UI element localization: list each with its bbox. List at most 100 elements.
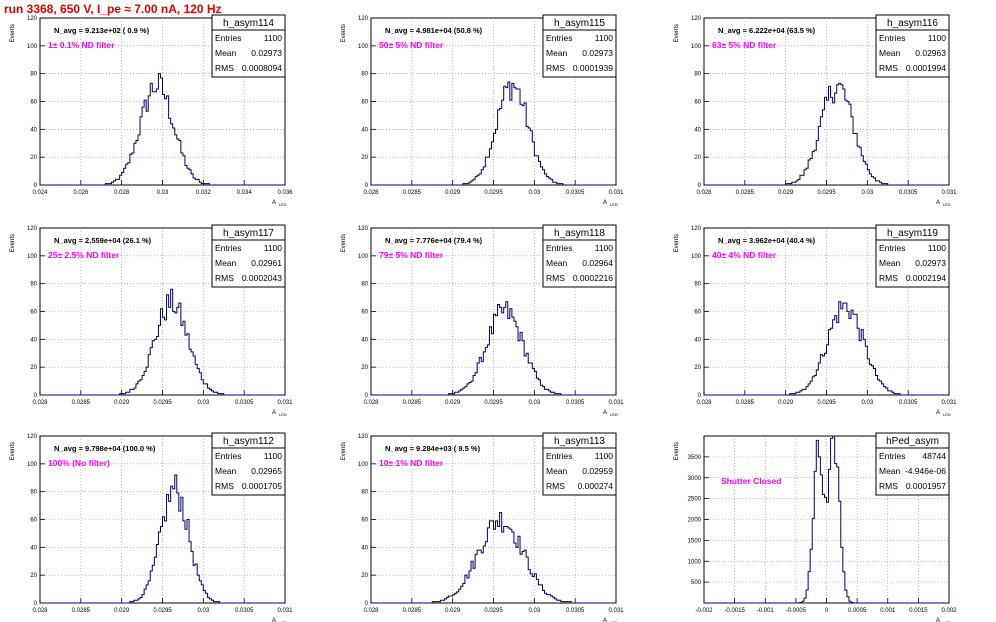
histogram-line xyxy=(40,474,285,604)
y-tick-label: 120 xyxy=(358,16,369,22)
filter-label: 10± 1% ND filter xyxy=(379,458,444,468)
histogram-line xyxy=(704,82,949,186)
y-tick-label: 120 xyxy=(691,16,702,22)
y-tick-label: 60 xyxy=(694,100,701,106)
stat-label-rms: RMS xyxy=(215,63,234,73)
x-tick-label: 0.0285 xyxy=(403,190,422,196)
y-tick-label: 100 xyxy=(358,254,369,260)
y-tick-label: 20 xyxy=(694,365,701,371)
x-tick-label: 0.0305 xyxy=(235,400,254,406)
stat-label-entries: Entries xyxy=(546,33,572,43)
x-tick-label: 0.034 xyxy=(237,190,253,196)
y-tick-label: 40 xyxy=(30,545,37,551)
stat-value-mean: 0.02965 xyxy=(251,466,282,476)
x-axis-label-sub: LED xyxy=(279,620,287,622)
y-axis-label: Events xyxy=(10,442,16,460)
x-tick-label: 0.0295 xyxy=(484,400,503,406)
filter-label: 50± 5% ND filter xyxy=(379,40,444,50)
histogram-panel-h_asym117: 0.028 0.0285 0.029 0.0295 0.03 0.0305 0.031 0 20… xyxy=(10,224,293,417)
y-axis-label: Events xyxy=(10,234,16,252)
x-tick-label: 0.03 xyxy=(157,190,169,196)
x-tick-label: 0.0285 xyxy=(72,400,91,406)
stat-label-mean: Mean xyxy=(215,466,237,476)
histogram-name: hPed_asym xyxy=(886,436,939,447)
histogram-line xyxy=(40,73,285,186)
stat-value-mean: 0.02961 xyxy=(251,258,282,268)
histogram-line xyxy=(371,81,616,186)
y-tick-label: 0 xyxy=(698,183,702,189)
navg-text: N_avg = 6.222e+04 (63.5 %) xyxy=(718,26,816,35)
histogram-panel-hPed_asym: -0.002 -0.0015 -0.001 -0.0005 0 0.0005 0.001 0.… xyxy=(674,432,957,622)
y-tick-label: 0 xyxy=(365,601,369,607)
y-tick-label: 120 xyxy=(691,226,702,232)
x-tick-label: 0.0285 xyxy=(72,608,91,614)
stat-label-mean: Mean xyxy=(546,466,568,476)
histogram-name: h_asym113 xyxy=(554,436,605,447)
y-tick-label: 120 xyxy=(358,434,369,440)
x-tick-label: 0.029 xyxy=(445,400,461,406)
x-tick-label: 0.002 xyxy=(941,608,957,614)
filter-label: 1± 0.1% ND filter xyxy=(48,40,115,50)
stats-box xyxy=(211,432,286,496)
stat-label-entries: Entries xyxy=(879,451,905,461)
filter-label: 40± 4% ND filter xyxy=(712,250,777,260)
navg-text: N_avg = 3.962e+04 (40.4 %) xyxy=(718,236,816,245)
histogram-name: h_asym115 xyxy=(554,18,605,29)
x-tick-label: 0.0285 xyxy=(736,190,755,196)
histogram-name: h_asym119 xyxy=(887,228,938,239)
y-tick-label: 100 xyxy=(27,254,38,260)
x-tick-label: 0.029 xyxy=(114,400,130,406)
stat-label-entries: Entries xyxy=(215,451,241,461)
y-tick-label: 100 xyxy=(27,44,38,50)
x-tick-label: 0.028 xyxy=(363,400,379,406)
y-tick-label: 60 xyxy=(361,518,368,524)
stat-value-rms: 0.0001705 xyxy=(242,481,282,491)
stats-box xyxy=(211,224,286,288)
stat-label-rms: RMS xyxy=(879,481,898,491)
stats-box xyxy=(542,224,617,288)
page-title: run 3368, 650 V, I_pe ≈ 7.00 nA, 120 Hz xyxy=(4,2,222,16)
y-axis-label: Events xyxy=(674,24,680,42)
y-tick-label: 80 xyxy=(30,72,37,78)
navg-text: N_avg = 9.798e+04 (100.0 %) xyxy=(54,444,156,453)
x-tick-label: 0.029 xyxy=(114,608,130,614)
stat-value-rms: 0.0001939 xyxy=(573,63,613,73)
y-tick-label: 2500 xyxy=(688,497,702,503)
y-tick-label: 40 xyxy=(30,127,37,133)
stat-label-rms: RMS xyxy=(215,273,234,283)
x-axis-label: A xyxy=(272,200,276,206)
x-tick-label: 0.0005 xyxy=(848,608,867,614)
x-tick-label: -0.0015 xyxy=(724,608,745,614)
x-tick-label: 0.0305 xyxy=(566,608,585,614)
stat-label-entries: Entries xyxy=(215,243,241,253)
stat-label-mean: Mean xyxy=(215,258,237,268)
stat-value-entries: 1100 xyxy=(264,33,283,43)
y-tick-label: 20 xyxy=(361,155,368,161)
stats-box xyxy=(875,432,950,496)
y-tick-label: 120 xyxy=(27,226,38,232)
x-tick-label: 0.032 xyxy=(196,190,212,196)
stat-value-entries: 48744 xyxy=(922,451,946,461)
navg-text: N_avg = 2.559e+04 (26.1 %) xyxy=(54,236,152,245)
x-tick-label: 0.0295 xyxy=(153,608,172,614)
stat-value-mean: 0.02963 xyxy=(915,48,946,58)
filter-label: 25± 2.5% ND filter xyxy=(48,250,120,260)
stat-value-rms: 0.0002194 xyxy=(906,273,946,283)
histogram-line xyxy=(371,512,616,604)
stat-label-rms: RMS xyxy=(546,273,565,283)
filter-label: 79± 5% ND filter xyxy=(379,250,444,260)
stat-label-entries: Entries xyxy=(546,243,572,253)
x-tick-label: -0.002 xyxy=(695,608,713,614)
x-axis-label: A xyxy=(936,618,940,622)
y-tick-label: 60 xyxy=(30,518,37,524)
y-tick-label: 1000 xyxy=(688,559,702,565)
y-tick-label: 40 xyxy=(361,337,368,343)
stat-label-mean: Mean xyxy=(215,48,237,58)
stat-label-mean: Mean xyxy=(879,48,901,58)
histogram-line xyxy=(40,288,285,396)
x-axis-label-sub: LED xyxy=(943,620,951,622)
histogram-line xyxy=(371,301,616,396)
stats-box xyxy=(875,14,950,78)
stat-value-rms: 0.0008094 xyxy=(242,63,282,73)
stats-box xyxy=(875,224,950,288)
